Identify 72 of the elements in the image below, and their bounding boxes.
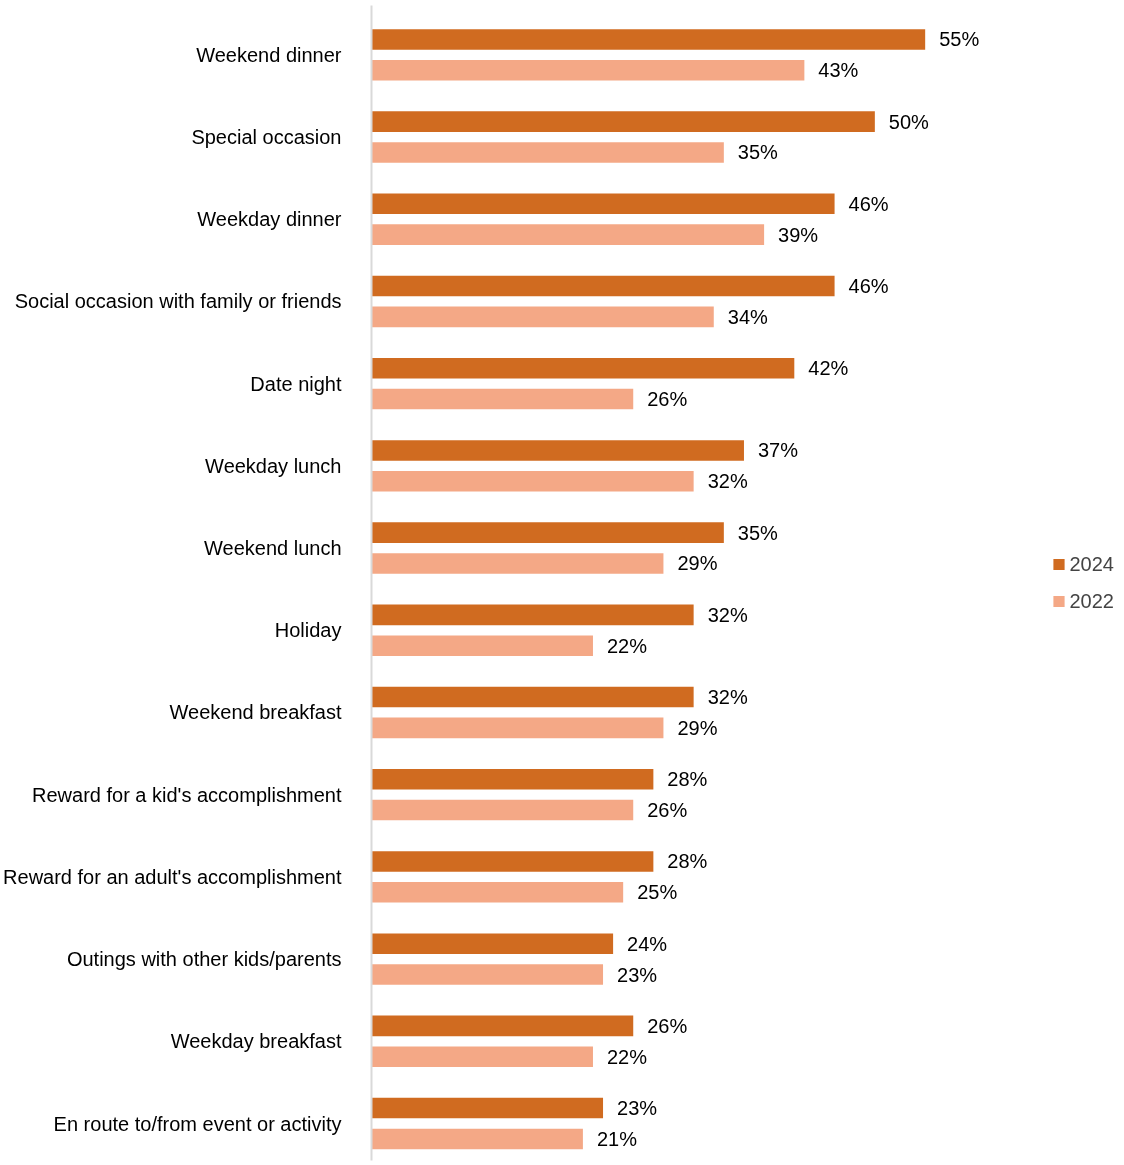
data-label: 50% <box>888 110 930 133</box>
bar <box>371 604 694 626</box>
y-tick-label: Special occasion <box>191 126 342 149</box>
bar <box>371 142 724 163</box>
data-label: 28% <box>667 768 708 791</box>
data-label: 37% <box>757 439 799 462</box>
data-label: 32% <box>707 470 748 493</box>
y-tick-label: Weekday breakfast <box>170 1030 342 1053</box>
bar <box>371 522 724 543</box>
data-label: 46% <box>848 192 889 215</box>
y-tick-label: Weekend dinner <box>196 43 342 66</box>
y-tick-label: Weekend lunch <box>204 537 342 560</box>
data-label: 25% <box>637 881 678 904</box>
y-tick-label: Weekday dinner <box>197 208 342 231</box>
y-tick-label: Holiday <box>274 619 342 642</box>
bar <box>371 717 664 739</box>
bar <box>371 440 744 461</box>
bar <box>371 306 714 328</box>
data-label: 22% <box>606 634 648 657</box>
bar <box>371 882 624 903</box>
data-label: 28% <box>667 850 708 873</box>
data-label: 43% <box>818 59 859 82</box>
bar <box>371 964 604 985</box>
y-tick-label: Weekday lunch <box>205 454 342 477</box>
y-tick-label: Outings with other kids/parents <box>66 948 342 971</box>
y-tick-label: En route to/from event or activity <box>53 1112 342 1135</box>
data-label: 24% <box>627 932 668 955</box>
bar <box>371 29 926 50</box>
bar <box>371 933 614 954</box>
data-label: 26% <box>647 388 688 411</box>
data-label: 22% <box>606 1045 648 1068</box>
y-tick-label: Social occasion with family or friends <box>14 290 342 313</box>
bar <box>371 470 694 492</box>
bar <box>371 275 835 297</box>
data-label: 23% <box>617 963 658 986</box>
data-label: 42% <box>808 357 849 380</box>
bar <box>371 1097 604 1119</box>
y-tick-label: Weekend breakfast <box>169 701 342 724</box>
legend-label: 2024 <box>1069 552 1114 576</box>
y-tick-label: Date night <box>250 372 342 395</box>
data-label: 32% <box>707 603 748 626</box>
bar <box>371 799 634 821</box>
bar <box>371 224 765 245</box>
data-label: 21% <box>596 1127 638 1150</box>
data-label: 46% <box>848 275 889 298</box>
y-tick-label: Reward for an adult's accomplishment <box>3 865 342 888</box>
bar <box>371 851 654 872</box>
data-label: 23% <box>617 1097 658 1120</box>
data-label: 26% <box>647 1014 688 1037</box>
bar <box>371 357 795 379</box>
bar <box>371 1128 583 1150</box>
bar <box>371 388 634 410</box>
data-label: 55% <box>939 28 980 51</box>
legend-label: 2022 <box>1069 589 1114 613</box>
bar <box>371 686 694 708</box>
data-label: 26% <box>647 799 688 822</box>
data-label: 29% <box>677 552 718 575</box>
bar <box>371 768 654 790</box>
bar <box>371 1015 634 1037</box>
bar <box>371 635 593 656</box>
data-label: 35% <box>737 521 779 544</box>
data-label: 34% <box>727 305 769 328</box>
bar <box>371 111 875 132</box>
data-label: 35% <box>737 141 779 164</box>
data-label: 29% <box>677 716 718 739</box>
y-tick-label: Reward for a kid's accomplishment <box>32 783 342 806</box>
data-label: 32% <box>707 686 748 709</box>
bar <box>371 59 805 81</box>
bar <box>371 193 835 215</box>
bar <box>371 553 664 574</box>
bar <box>371 1046 593 1067</box>
data-label: 39% <box>778 223 819 246</box>
